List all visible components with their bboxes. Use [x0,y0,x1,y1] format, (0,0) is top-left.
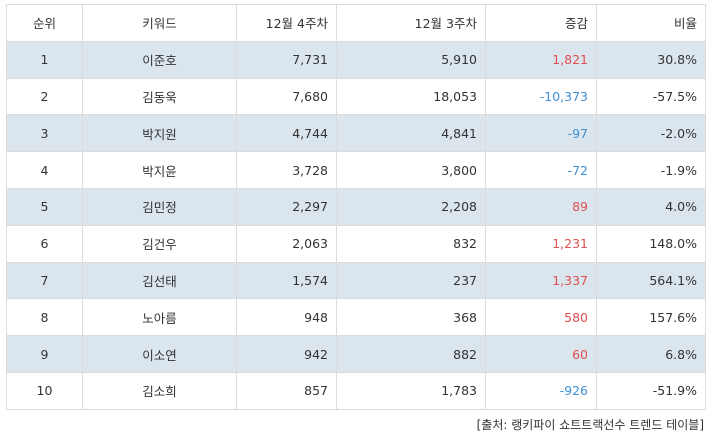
table-header: 순위 키워드 12월 4주차 12월 3주차 증감 비율 [6,4,706,42]
table-row: 8 노아름 948 368 580 157.6% [6,298,706,337]
table-body: 1 이준호 7,731 5,910 1,821 30.8% 2 김동욱 7,68… [6,40,706,410]
cell-week3: 368 [336,298,486,337]
table-row: 2 김동욱 7,680 18,053 -10,373 -57.5% [6,77,706,116]
cell-ratio: -57.5% [596,77,706,116]
cell-week3: 2,208 [336,187,486,226]
cell-ratio: 157.6% [596,298,706,337]
cell-week3: 832 [336,224,486,263]
header-week3: 12월 3주차 [336,4,486,42]
header-keyword: 키워드 [82,4,237,42]
cell-week4: 4,744 [236,114,337,153]
cell-rank: 2 [6,77,83,116]
cell-week3: 1,783 [336,371,486,410]
cell-keyword: 김소희 [82,371,237,410]
table-row: 3 박지원 4,744 4,841 -97 -2.0% [6,114,706,153]
cell-week4: 7,731 [236,40,337,79]
cell-ratio: 148.0% [596,224,706,263]
cell-ratio: -51.9% [596,371,706,410]
cell-rank: 6 [6,224,83,263]
cell-change: -72 [485,151,597,189]
cell-change: 89 [485,187,597,226]
table-row: 1 이준호 7,731 5,910 1,821 30.8% [6,40,706,79]
cell-week4: 2,297 [236,187,337,226]
cell-week4: 1,574 [236,261,337,300]
cell-week3: 18,053 [336,77,486,116]
cell-week3: 237 [336,261,486,300]
cell-change: -10,373 [485,77,597,116]
cell-week3: 3,800 [336,151,486,189]
cell-keyword: 이준호 [82,40,237,79]
source-caption: [출처: 랭키파이 쇼트트랙선수 트렌드 테이블] [476,418,704,432]
header-week4: 12월 4주차 [236,4,337,42]
cell-ratio: -1.9% [596,151,706,189]
cell-rank: 10 [6,371,83,410]
cell-change: 580 [485,298,597,337]
cell-week4: 942 [236,335,337,373]
cell-ratio: 564.1% [596,261,706,300]
cell-keyword: 김동욱 [82,77,237,116]
cell-ratio: 4.0% [596,187,706,226]
cell-keyword: 김선태 [82,261,237,300]
header-ratio: 비율 [596,4,706,42]
header-row: 순위 키워드 12월 4주차 12월 3주차 증감 비율 [6,4,706,42]
cell-keyword: 이소연 [82,335,237,373]
cell-week3: 5,910 [336,40,486,79]
cell-week4: 7,680 [236,77,337,116]
cell-rank: 3 [6,114,83,153]
cell-keyword: 박지윤 [82,151,237,189]
cell-week3: 882 [336,335,486,373]
header-change: 증감 [485,4,597,42]
cell-ratio: -2.0% [596,114,706,153]
table-row: 6 김건우 2,063 832 1,231 148.0% [6,224,706,263]
trend-table: 순위 키워드 12월 4주차 12월 3주차 증감 비율 1 이준호 7,731… [6,4,706,410]
cell-rank: 7 [6,261,83,300]
table-row: 7 김선태 1,574 237 1,337 564.1% [6,261,706,300]
cell-rank: 4 [6,151,83,189]
cell-change: 1,337 [485,261,597,300]
cell-week4: 857 [236,371,337,410]
table-row: 5 김민정 2,297 2,208 89 4.0% [6,187,706,226]
cell-ratio: 30.8% [596,40,706,79]
cell-week4: 3,728 [236,151,337,189]
cell-change: 1,231 [485,224,597,263]
cell-rank: 8 [6,298,83,337]
cell-ratio: 6.8% [596,335,706,373]
cell-change: -97 [485,114,597,153]
cell-week4: 2,063 [236,224,337,263]
cell-change: 60 [485,335,597,373]
table-row: 4 박지윤 3,728 3,800 -72 -1.9% [6,151,706,189]
cell-keyword: 노아름 [82,298,237,337]
table-row: 9 이소연 942 882 60 6.8% [6,335,706,373]
table-row: 10 김소희 857 1,783 -926 -51.9% [6,371,706,410]
cell-week4: 948 [236,298,337,337]
cell-keyword: 박지원 [82,114,237,153]
cell-change: 1,821 [485,40,597,79]
cell-rank: 1 [6,40,83,79]
cell-rank: 9 [6,335,83,373]
cell-rank: 5 [6,187,83,226]
cell-change: -926 [485,371,597,410]
cell-keyword: 김민정 [82,187,237,226]
cell-keyword: 김건우 [82,224,237,263]
cell-week3: 4,841 [336,114,486,153]
header-rank: 순위 [6,4,83,42]
